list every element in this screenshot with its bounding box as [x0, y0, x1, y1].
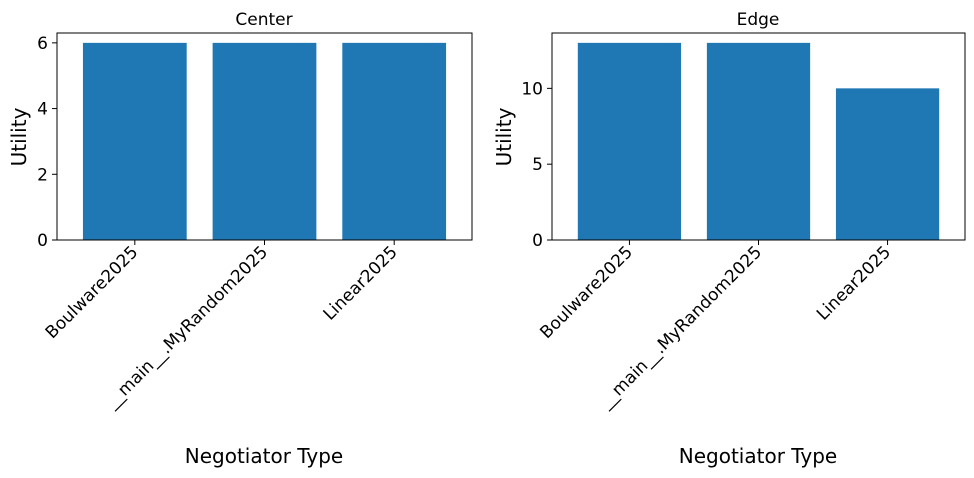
y-tick-label: 2	[37, 165, 48, 185]
y-axis-label: Utility	[492, 107, 516, 166]
y-tick-label: 0	[532, 231, 543, 251]
subplot-center: Center 0 2 4 6 Boulware2025__main__.MyRando…	[7, 10, 473, 468]
x-ticks: Boulware2025__main__.MyRandom2025 Linear2…	[536, 240, 895, 413]
bar	[212, 42, 317, 240]
y-tick-label: 4	[37, 100, 48, 120]
bars	[577, 42, 940, 240]
subplot-edge: Edge 0 5 10 Boulware2025__main__.MyRandom2…	[492, 10, 966, 468]
y-tick-label: 5	[532, 155, 543, 175]
bars	[82, 42, 447, 240]
y-axis-label: Utility	[7, 107, 31, 166]
x-tick-label: Linear2025	[813, 242, 895, 324]
axes-frame	[56, 32, 473, 241]
chart-title: Center	[235, 10, 292, 30]
y-tick-label: 0	[37, 231, 48, 251]
bar	[835, 88, 940, 240]
x-axis-label: Negotiator Type	[679, 444, 837, 468]
x-tick-label: Boulware2025	[42, 242, 143, 343]
x-ticks: Boulware2025__main__.MyRandom2025 Linear2…	[42, 240, 402, 413]
bar	[577, 42, 682, 240]
bar	[342, 42, 447, 240]
bar	[706, 42, 811, 240]
chart-title: Edge	[737, 10, 780, 30]
axes-frame	[551, 32, 966, 241]
y-ticks: 0 2 4 6	[37, 34, 57, 251]
y-tick-label: 10	[521, 79, 543, 99]
y-ticks: 0 5 10	[521, 79, 552, 251]
x-tick-label: Boulware2025	[536, 242, 637, 343]
x-axis-label: Negotiator Type	[185, 444, 343, 468]
x-tick-label: Linear2025	[320, 242, 402, 324]
y-tick-label: 6	[37, 34, 48, 54]
bar	[82, 42, 187, 240]
